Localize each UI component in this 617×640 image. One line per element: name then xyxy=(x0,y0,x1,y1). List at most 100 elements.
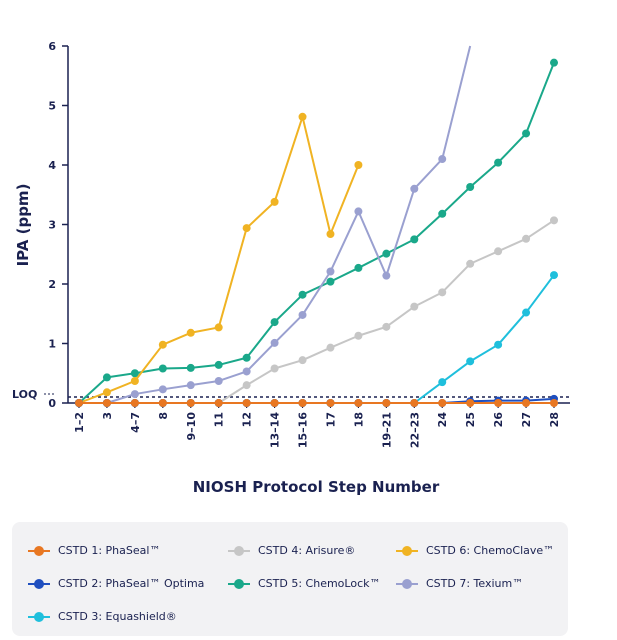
data-point xyxy=(522,308,531,317)
x-tick-label: 15–16 xyxy=(297,412,310,448)
data-point xyxy=(522,129,531,138)
data-point xyxy=(130,390,139,399)
data-point xyxy=(550,216,558,225)
data-point xyxy=(298,399,307,407)
data-point xyxy=(326,399,335,407)
x-tick-label: 25 xyxy=(464,412,477,427)
data-point xyxy=(298,112,307,121)
data-point xyxy=(214,399,223,407)
series-line-4 xyxy=(79,219,555,404)
y-tick-label: 4 xyxy=(48,159,56,172)
x-tick-label: 28 xyxy=(548,412,561,427)
y-tick-label: 5 xyxy=(48,100,56,113)
legend-swatch-cstd-4 xyxy=(228,545,250,556)
data-point xyxy=(214,360,223,369)
data-point xyxy=(466,183,475,192)
data-point xyxy=(298,356,307,365)
x-tick-label: 8 xyxy=(157,412,170,420)
data-point xyxy=(214,323,223,332)
legend: CSTD 1: PhaSeal™ CSTD 2: PhaSeal™ Optima… xyxy=(12,522,568,636)
data-point xyxy=(494,340,503,349)
data-point xyxy=(242,367,251,376)
data-point xyxy=(522,234,531,243)
data-point xyxy=(326,267,335,276)
data-point xyxy=(158,385,167,394)
data-point xyxy=(354,331,363,340)
data-point xyxy=(102,399,111,407)
legend-label-cstd-4: CSTD 4: Arisure® xyxy=(258,544,356,557)
data-point xyxy=(242,399,251,407)
series-7 xyxy=(75,45,472,407)
data-point xyxy=(186,363,195,372)
data-point xyxy=(326,277,335,286)
legend-swatch-cstd-1 xyxy=(28,545,50,556)
x-tick-label: 27 xyxy=(520,412,533,427)
data-point xyxy=(438,209,447,218)
data-point xyxy=(270,364,279,373)
data-point xyxy=(438,155,447,164)
data-point xyxy=(410,302,419,311)
data-point xyxy=(326,230,335,239)
data-point xyxy=(298,290,307,299)
y-tick-layer: 0 1 2 3 4 5 6 xyxy=(48,40,68,410)
x-tick-label: 1–2 xyxy=(73,412,86,433)
x-axis-title: NIOSH Protocol Step Number xyxy=(193,478,440,496)
series-line-6 xyxy=(78,115,360,404)
data-point xyxy=(130,376,139,385)
x-tick-label: 9–10 xyxy=(185,412,198,441)
series-line-5 xyxy=(78,62,555,404)
data-point xyxy=(382,271,391,280)
x-tick-label: 13–14 xyxy=(269,412,282,448)
data-point xyxy=(354,161,363,169)
data-point xyxy=(186,328,195,337)
data-point xyxy=(354,207,363,216)
x-tick-label: 17 xyxy=(324,412,337,427)
data-point xyxy=(354,399,363,407)
y-tick-label: 1 xyxy=(48,338,56,351)
legend-label-cstd-1: CSTD 1: PhaSeal™ xyxy=(58,544,161,557)
legend-label-cstd-6: CSTD 6: ChemoClave™ xyxy=(426,544,555,557)
axes-layer xyxy=(67,46,570,404)
y-tick-label: 0 xyxy=(48,397,56,410)
data-point xyxy=(550,58,558,67)
data-point xyxy=(494,158,503,167)
x-tick-label: 12 xyxy=(241,412,254,427)
legend-label-cstd-5: CSTD 5: ChemoLock™ xyxy=(258,577,381,590)
data-point xyxy=(158,364,167,373)
legend-swatch-cstd-5 xyxy=(228,578,250,589)
x-tick-label: 22–23 xyxy=(408,412,421,448)
data-point xyxy=(438,378,447,387)
data-point xyxy=(550,399,558,407)
x-tick-layer: 1–2 3 4–7 8 9–10 11 12 13–14 15–16 17 18 19–21 22–23… xyxy=(73,403,561,448)
loq-label: LOQ xyxy=(12,388,37,401)
data-point xyxy=(354,263,363,272)
series-line-7 xyxy=(79,45,472,404)
data-point xyxy=(102,388,111,397)
data-point xyxy=(130,369,139,378)
data-point xyxy=(326,343,335,352)
data-point xyxy=(438,288,447,297)
data-point xyxy=(130,399,139,407)
data-point xyxy=(186,381,195,390)
data-point xyxy=(410,235,419,244)
data-point xyxy=(270,338,279,347)
y-tick-label: 6 xyxy=(48,40,56,53)
data-point xyxy=(382,322,391,331)
data-point xyxy=(382,249,391,258)
y-tick-label: 2 xyxy=(48,278,56,291)
legend-swatch-cstd-2 xyxy=(28,578,50,589)
series-layer xyxy=(75,45,558,407)
data-point xyxy=(410,399,419,407)
x-tick-label: 19–21 xyxy=(380,412,393,448)
y-tick-label: 3 xyxy=(48,219,56,232)
data-point xyxy=(270,197,279,206)
data-point xyxy=(242,381,251,390)
x-tick-label: 4–7 xyxy=(129,412,142,433)
data-point xyxy=(242,353,251,362)
x-tick-label: 24 xyxy=(436,412,449,428)
data-point xyxy=(186,399,195,407)
x-tick-label: 3 xyxy=(101,412,114,420)
data-point xyxy=(494,399,503,407)
legend-label-cstd-2: CSTD 2: PhaSeal™ Optima xyxy=(58,577,205,590)
data-point xyxy=(466,259,475,268)
